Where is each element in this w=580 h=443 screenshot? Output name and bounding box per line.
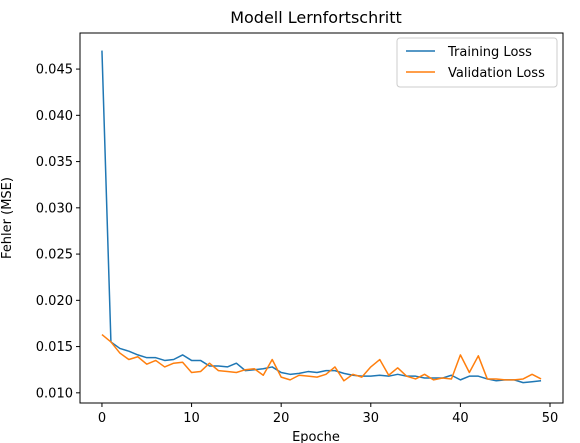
y-tick-label: 0.040 (36, 109, 73, 124)
axes-frame (79, 32, 564, 404)
y-axis: 0.010 0.015 0.020 0.025 0.030 0.035 0.040 0.045 (36, 63, 80, 401)
x-axis-label: Epoche (292, 430, 340, 443)
y-tick-label: 0.035 (36, 155, 73, 170)
y-tick-label: 0.010 (36, 386, 73, 401)
y-tick-label: 0.045 (36, 63, 73, 78)
x-tick-label: 40 (452, 411, 469, 426)
x-tick-label: 50 (542, 411, 559, 426)
x-tick-label: 0 (98, 411, 106, 426)
x-axis: 0 10 20 30 40 50 (98, 403, 558, 426)
x-tick-label: 30 (363, 411, 380, 426)
legend-label: Training Loss (447, 45, 532, 60)
y-tick-label: 0.015 (36, 340, 73, 355)
series-line-validation (101, 333, 542, 382)
y-axis-label: Fehler (MSE) (0, 177, 15, 259)
y-tick-label: 0.030 (36, 201, 73, 216)
series-line-training (101, 50, 542, 384)
y-tick-label: 0.020 (36, 294, 73, 309)
x-tick-label: 20 (273, 411, 290, 426)
plot-area (101, 50, 542, 384)
chart-title: Modell Lernfortschritt (230, 8, 402, 27)
legend-box (396, 37, 558, 88)
x-tick-label: 10 (183, 411, 200, 426)
legend: Training Loss Validation Loss (396, 37, 558, 88)
legend-label: Validation Loss (448, 66, 545, 81)
y-tick-label: 0.025 (36, 248, 73, 263)
